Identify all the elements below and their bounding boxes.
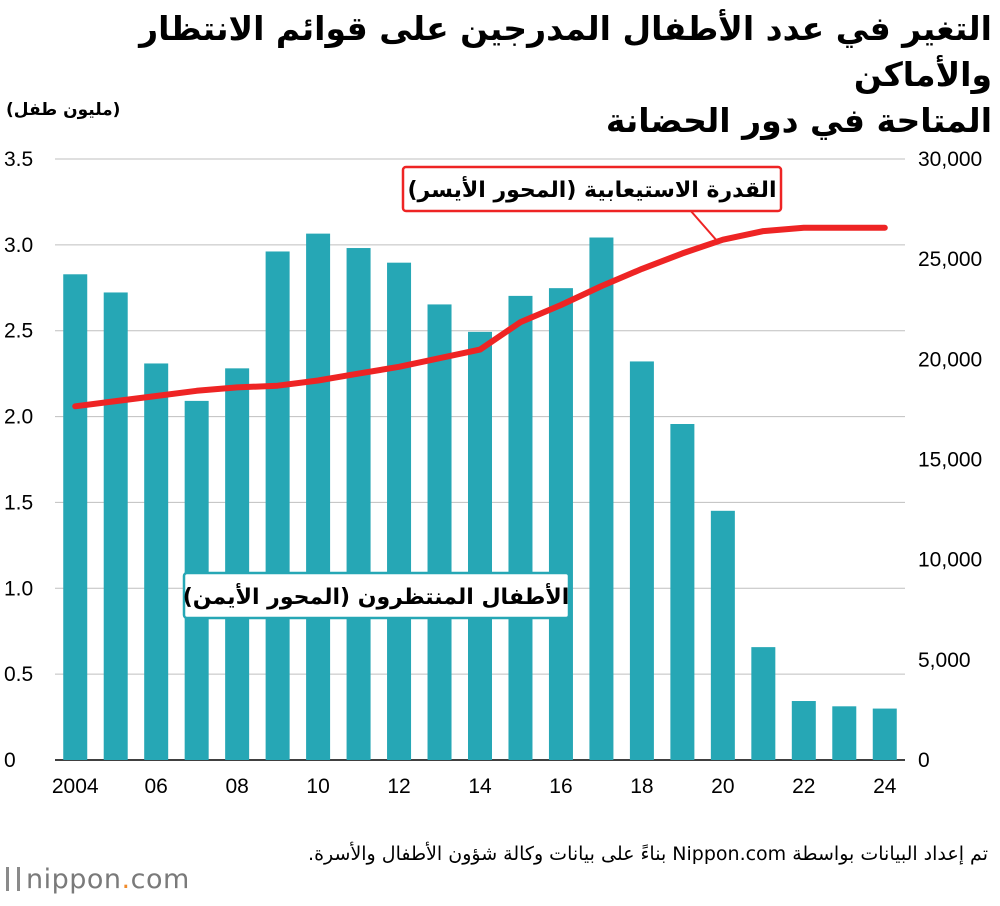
- bar: [548, 288, 573, 760]
- chart-title-line-1: التغير في عدد الأطفال المدرجين على قوائم…: [139, 9, 992, 94]
- bar: [144, 363, 169, 760]
- left-axis-tick-label: 0.5: [4, 663, 33, 686]
- bar: [265, 251, 290, 760]
- bar: [710, 510, 735, 760]
- capacity-line: [72, 224, 888, 410]
- left-axis: 0 0.5 1.0 1.5 2.0 2.5 3.0 3.5: [4, 148, 33, 772]
- left-axis-tick-label: 3.5: [4, 148, 33, 171]
- waiting-series-label: الأطفال المنتظرون (المحور الأيمن): [183, 582, 570, 610]
- bar: [468, 331, 492, 760]
- left-axis-tick-label: 1.5: [4, 491, 33, 514]
- chart-area: 0 0.5 1.0 1.5 2.0 2.5 3.0 3.5 0 5,000 10,000 15,00…: [4, 148, 982, 798]
- bar: [872, 708, 897, 760]
- left-axis-tick-label: 2.5: [4, 320, 33, 343]
- right-axis-tick-label: 30,000: [918, 148, 982, 171]
- waiting-label-box: [182, 571, 571, 620]
- right-axis-tick-label: 5,000: [918, 649, 971, 672]
- left-axis-tick-label: 0: [4, 749, 16, 772]
- right-axis-tick-label: 20,000: [918, 348, 982, 371]
- bar: [63, 274, 88, 760]
- x-axis-tick-label: 06: [145, 775, 168, 798]
- x-axis-tick-label: 14: [468, 775, 492, 798]
- chart-title-line-2: المتاحة في دور الحضانة: [605, 101, 992, 140]
- x-axis-tick-label: 18: [630, 775, 653, 798]
- x-axis-tick-label: 24: [873, 775, 897, 798]
- right-axis: 0 5,000 10,000 15,000 20,000 25,000 30,000: [918, 148, 982, 772]
- bar: [103, 292, 128, 760]
- bar: [670, 424, 695, 760]
- series-labels: القدرة الاستيعابية (المحور الأيسر) الأطفا…: [182, 165, 783, 620]
- x-axis-tick-label: 10: [306, 775, 329, 798]
- chart-title: التغير في عدد الأطفال المدرجين على قوائم…: [12, 6, 992, 144]
- nippon-logo: nippon.com: [6, 864, 190, 895]
- source-note: تم إعداد البيانات بواسطة Nippon.com بناء…: [308, 843, 988, 865]
- line-series: [72, 224, 888, 410]
- left-axis-tick-label: 1.0: [4, 577, 33, 600]
- left-axis-unit-label: (مليون طفل): [6, 100, 121, 120]
- bar: [751, 647, 776, 760]
- bar: [346, 248, 371, 760]
- x-axis-tick-label: 16: [549, 775, 572, 798]
- bar-series: [63, 233, 897, 761]
- logo-mark-icon: [6, 867, 20, 891]
- x-axis-tick-label: 22: [792, 775, 815, 798]
- right-axis-tick-label: 10,000: [918, 549, 982, 572]
- bar: [225, 368, 250, 760]
- bar: [629, 361, 654, 760]
- bar: [387, 262, 412, 760]
- capacity-series-label: القدرة الاستيعابية (المحور الأيسر): [408, 175, 777, 203]
- left-axis-tick-label: 2.0: [4, 406, 33, 429]
- x-axis-tick-label: 12: [387, 775, 410, 798]
- bar: [832, 706, 857, 760]
- logo-dot: .: [121, 864, 131, 895]
- x-axis-tick-label: 08: [225, 775, 248, 798]
- x-axis-tick-label: 20: [711, 775, 734, 798]
- bar: [589, 237, 614, 761]
- logo-suffix: com: [130, 864, 190, 895]
- x-axis: 2004 06 08 10 12 14 16 18 20 22 24: [52, 775, 897, 798]
- bar: [508, 295, 533, 760]
- bar: [306, 233, 331, 761]
- right-axis-tick-label: 0: [918, 749, 930, 772]
- left-axis-tick-label: 3.0: [4, 234, 33, 257]
- bar: [791, 701, 816, 760]
- right-axis-tick-label: 25,000: [918, 248, 982, 271]
- capacity-label-box: [401, 165, 783, 213]
- right-axis-tick-label: 15,000: [918, 449, 982, 472]
- capacity-callout-pointer: [689, 209, 719, 243]
- x-axis-tick-label: 2004: [52, 775, 99, 798]
- logo-text: nippon: [26, 864, 122, 895]
- bar: [427, 304, 452, 760]
